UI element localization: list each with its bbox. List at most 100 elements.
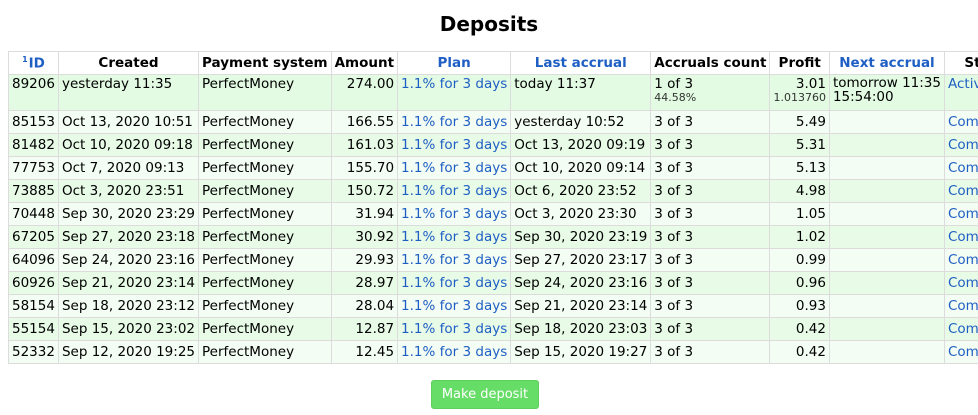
cell-state-link[interactable]: Completed	[943, 248, 978, 272]
cell-amount: 30.92	[330, 225, 399, 249]
table-row: 52332 Sep 12, 2020 19:25 PerfectMoney 12.45…	[8, 340, 978, 364]
cell-plan-link[interactable]: 1.1% for 3 days	[397, 248, 512, 272]
cell-created: yesterday 11:35	[57, 74, 200, 111]
cell-created: Sep 24, 2020 23:16	[57, 248, 200, 272]
cell-created: Oct 10, 2020 09:18	[57, 133, 200, 157]
cell-accruals-count: 3 of 3	[650, 248, 771, 272]
cell-plan-link[interactable]: 1.1% for 3 days	[397, 74, 512, 111]
column-header-accruals-count: Accruals count	[650, 51, 771, 75]
cell-accruals-count: 3 of 3	[650, 225, 771, 249]
cell-id: 52332	[8, 340, 59, 364]
cell-plan-link[interactable]: 1.1% for 3 days	[397, 340, 512, 364]
cell-next-accrual	[828, 225, 945, 249]
cell-plan-link[interactable]: 1.1% for 3 days	[397, 271, 512, 295]
cell-last-accrual: Oct 6, 2020 23:52	[510, 179, 652, 203]
cell-last-accrual: yesterday 10:52	[510, 110, 652, 134]
cell-created: Sep 21, 2020 23:14	[57, 271, 200, 295]
cell-amount: 274.00	[330, 74, 399, 111]
cell-payment-system: PerfectMoney	[198, 110, 332, 134]
cell-state-link[interactable]: Completed	[943, 294, 978, 318]
cell-state-link[interactable]: Completed	[943, 179, 978, 203]
cell-created: Oct 3, 2020 23:51	[57, 179, 200, 203]
cell-next-accrual	[828, 340, 945, 364]
table-row: 60926 Sep 21, 2020 23:14 PerfectMoney 28.97…	[8, 271, 978, 295]
cell-next-accrual	[828, 271, 945, 295]
table-row-active-deposit: 89206 yesterday 11:35 PerfectMoney 274.0…	[8, 74, 978, 111]
cell-id: 77753	[8, 156, 59, 180]
cell-amount: 166.55	[330, 110, 399, 134]
profit-value: 3.01	[795, 76, 826, 92]
cell-amount: 155.70	[330, 156, 399, 180]
cell-last-accrual: Sep 27, 2020 23:17	[510, 248, 652, 272]
cell-plan-link[interactable]: 1.1% for 3 days	[397, 225, 512, 249]
cell-next-accrual	[828, 156, 945, 180]
next-accrual-time: tomorrow 11:35	[832, 75, 941, 91]
cell-state-link[interactable]: Completed	[943, 202, 978, 226]
table-row: 81482 Oct 10, 2020 09:18 PerfectMoney 161.0…	[8, 133, 978, 157]
cell-state-link[interactable]: Completed	[943, 271, 978, 295]
cell-id: 64096	[8, 248, 59, 272]
table-row: 55154 Sep 15, 2020 23:02 PerfectMoney 12.87…	[8, 317, 978, 341]
cell-accruals-count: 3 of 3	[650, 317, 771, 341]
cell-created: Sep 27, 2020 23:18	[57, 225, 200, 249]
cell-accruals-count: 3 of 3	[650, 133, 771, 157]
cell-profit: 0.96	[769, 271, 830, 295]
cell-plan-link[interactable]: 1.1% for 3 days	[397, 156, 512, 180]
cell-profit: 0.42	[769, 340, 830, 364]
cell-plan-link[interactable]: 1.1% for 3 days	[397, 202, 512, 226]
cell-state-link[interactable]: Completed	[943, 340, 978, 364]
make-deposit-button[interactable]: Make deposit	[431, 380, 539, 409]
cell-last-accrual: Oct 10, 2020 09:14	[510, 156, 652, 180]
column-header-amount: Amount	[330, 51, 399, 75]
cell-id: 58154	[8, 294, 59, 318]
cell-last-accrual: today 11:37	[510, 74, 652, 111]
column-header-plan[interactable]: Plan	[397, 51, 512, 75]
cell-profit: 0.42	[769, 317, 830, 341]
cell-state-link[interactable]: Active	[943, 74, 978, 111]
table-row: 77753 Oct 7, 2020 09:13 PerfectMoney 155.70…	[8, 156, 978, 180]
cell-last-accrual: Sep 15, 2020 19:27	[510, 340, 652, 364]
column-header-state: State	[943, 51, 978, 75]
table-row: 70448 Sep 30, 2020 23:29 PerfectMoney 31.94…	[8, 202, 978, 226]
cell-next-accrual	[828, 248, 945, 272]
cell-profit: 0.93	[769, 294, 830, 318]
column-header-last-accrual[interactable]: Last accrual	[510, 51, 652, 75]
cell-created: Sep 12, 2020 19:25	[57, 340, 200, 364]
cell-state-link[interactable]: Completed	[943, 110, 978, 134]
cell-amount: 28.04	[330, 294, 399, 318]
cell-accruals-count: 3 of 3	[650, 179, 771, 203]
deposits-table: 1ID Created Payment system Amount Plan L…	[8, 51, 978, 364]
cell-state-link[interactable]: Completed	[943, 225, 978, 249]
column-header-next-accrual[interactable]: Next accrual	[828, 51, 945, 75]
cell-plan-link[interactable]: 1.1% for 3 days	[397, 294, 512, 318]
cell-profit: 0.99	[769, 248, 830, 272]
cell-state-link[interactable]: Completed	[943, 156, 978, 180]
table-row: 85153 Oct 13, 2020 10:51 PerfectMoney 166.5…	[8, 110, 978, 134]
cell-last-accrual: Oct 13, 2020 09:19	[510, 133, 652, 157]
table-row: 58154 Sep 18, 2020 23:12 PerfectMoney 28.04…	[8, 294, 978, 318]
cell-id: 70448	[8, 202, 59, 226]
cell-profit: 1.02	[769, 225, 830, 249]
cell-state-link[interactable]: Completed	[943, 133, 978, 157]
cell-payment-system: PerfectMoney	[198, 340, 332, 364]
cell-plan-link[interactable]: 1.1% for 3 days	[397, 179, 512, 203]
column-header-id[interactable]: 1ID	[8, 51, 59, 75]
cell-plan-link[interactable]: 1.1% for 3 days	[397, 133, 512, 157]
cell-plan-link[interactable]: 1.1% for 3 days	[397, 317, 512, 341]
cell-created: Oct 7, 2020 09:13	[57, 156, 200, 180]
cell-last-accrual: Sep 30, 2020 23:19	[510, 225, 652, 249]
cell-plan-link[interactable]: 1.1% for 3 days	[397, 110, 512, 134]
cell-payment-system: PerfectMoney	[198, 317, 332, 341]
cell-payment-system: PerfectMoney	[198, 133, 332, 157]
column-header-payment-system: Payment system	[198, 51, 332, 75]
cell-id: 55154	[8, 317, 59, 341]
cell-profit: 4.98	[769, 179, 830, 203]
cell-last-accrual: Sep 24, 2020 23:16	[510, 271, 652, 295]
cell-id: 60926	[8, 271, 59, 295]
cell-state-link[interactable]: Completed	[943, 317, 978, 341]
cell-payment-system: PerfectMoney	[198, 202, 332, 226]
table-header-row: 1ID Created Payment system Amount Plan L…	[8, 51, 978, 75]
cell-created: Sep 15, 2020 23:02	[57, 317, 200, 341]
cell-id: 67205	[8, 225, 59, 249]
cell-payment-system: PerfectMoney	[198, 248, 332, 272]
